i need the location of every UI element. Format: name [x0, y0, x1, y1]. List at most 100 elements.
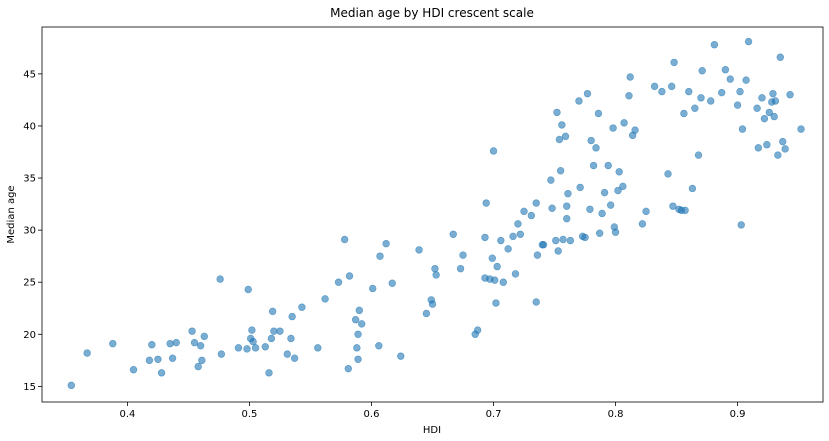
y-tick-label: 35	[23, 174, 36, 185]
data-point	[499, 278, 507, 286]
x-tick-label: 0.4	[119, 409, 135, 420]
data-point	[154, 355, 162, 363]
data-point	[358, 320, 366, 328]
data-point	[638, 220, 647, 228]
data-point	[575, 97, 583, 105]
data-point	[482, 199, 490, 207]
data-point	[606, 201, 615, 209]
data-point	[658, 87, 666, 96]
data-point	[83, 349, 91, 357]
data-point	[196, 342, 205, 350]
data-point	[166, 339, 174, 348]
data-point	[685, 87, 693, 96]
data-point	[615, 168, 623, 176]
data-point	[354, 355, 362, 363]
data-point	[561, 132, 570, 141]
x-axis-label: HDI	[423, 425, 441, 436]
data-point	[251, 344, 260, 352]
data-point	[456, 264, 465, 273]
data-point	[188, 327, 196, 335]
data-point	[680, 109, 688, 118]
data-point	[109, 339, 117, 348]
data-point	[779, 137, 787, 146]
data-point	[620, 119, 628, 127]
data-point	[194, 362, 202, 371]
data-point	[738, 125, 747, 133]
data-point	[631, 126, 639, 134]
data-point	[595, 229, 604, 237]
data-point	[776, 53, 784, 61]
data-point	[626, 73, 634, 81]
data-point	[619, 182, 627, 191]
data-point	[527, 211, 536, 220]
data-point	[552, 236, 560, 245]
data-point	[548, 204, 556, 212]
data-point	[736, 87, 744, 96]
data-point	[547, 176, 555, 184]
data-point	[694, 151, 703, 159]
data-point	[67, 381, 75, 390]
y-tick-label: 25	[23, 278, 36, 289]
data-point	[504, 245, 512, 253]
data-point	[351, 316, 360, 324]
data-point	[249, 337, 257, 346]
data-point	[533, 251, 542, 259]
data-point	[576, 183, 584, 192]
data-point	[707, 97, 715, 105]
data-point	[797, 125, 805, 133]
data-point	[553, 108, 561, 117]
data-point	[244, 285, 252, 294]
data-point	[691, 104, 699, 112]
data-point	[710, 41, 719, 49]
data-point	[733, 101, 742, 109]
data-point	[721, 66, 730, 74]
data-point	[581, 233, 589, 242]
data-point	[459, 251, 467, 259]
data-point	[261, 343, 270, 351]
x-tick-label: 0.9	[730, 409, 746, 420]
data-point	[737, 221, 745, 229]
y-tick-label: 20	[23, 330, 36, 341]
data-point	[511, 270, 520, 278]
data-point	[334, 278, 343, 286]
data-point	[345, 272, 354, 280]
data-point	[321, 295, 329, 303]
data-point	[217, 350, 226, 358]
data-point	[168, 354, 177, 362]
data-point	[376, 252, 384, 260]
data-point	[190, 338, 199, 347]
data-point	[198, 356, 206, 365]
y-tick-label: 30	[23, 226, 36, 237]
data-point	[473, 326, 482, 334]
data-point	[763, 141, 771, 149]
data-point	[754, 144, 763, 152]
data-point	[491, 276, 499, 284]
plot-frame	[41, 26, 824, 403]
data-point	[564, 189, 572, 198]
data-point	[583, 89, 592, 98]
data-point	[614, 186, 622, 195]
data-point	[642, 207, 650, 216]
y-tick-label: 45	[23, 69, 36, 80]
data-point	[369, 284, 377, 293]
data-point	[157, 369, 166, 377]
data-point	[492, 299, 500, 307]
data-point	[688, 184, 697, 193]
data-point	[786, 91, 794, 99]
data-point	[664, 170, 672, 178]
data-point	[481, 233, 489, 242]
data-point	[129, 366, 138, 374]
data-point	[288, 312, 296, 321]
data-point	[514, 220, 522, 228]
data-point	[355, 306, 363, 315]
data-point	[625, 92, 633, 100]
data-point	[520, 207, 528, 216]
data-point	[566, 236, 575, 245]
axis-ticks: 0.4 0.5 0.6 0.7 0.8 0.9 15 20 25 30 35 40 45	[23, 69, 745, 420]
data-point	[563, 202, 571, 210]
data-point	[493, 262, 501, 271]
data-point	[726, 75, 734, 83]
data-point	[611, 228, 620, 236]
data-point	[760, 114, 769, 123]
data-point	[594, 109, 603, 118]
